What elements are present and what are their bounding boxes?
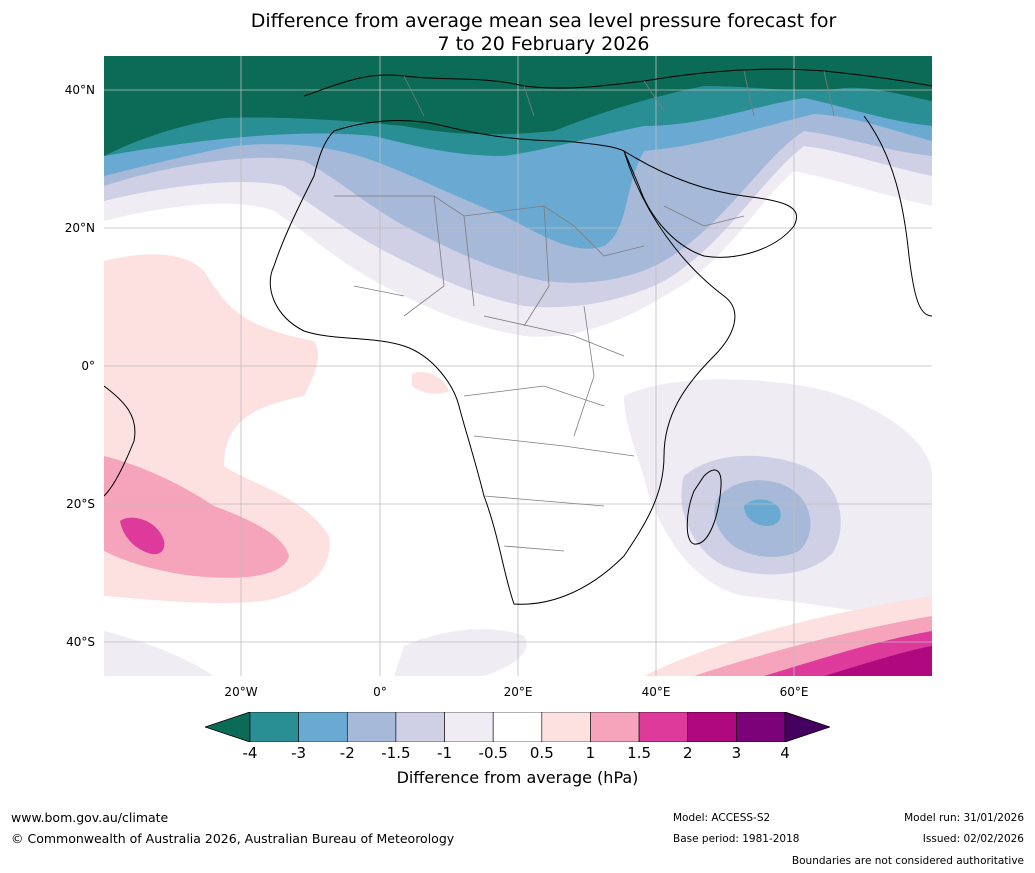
title-line-1: Difference from average mean sea level p… xyxy=(250,10,837,32)
footer-base-period: Base period: 1981-2018 xyxy=(673,833,800,845)
south-america-coastline xyxy=(104,385,136,497)
colorbar-tick-label: 1.5 xyxy=(627,744,652,762)
footer-website[interactable]: www.bom.gov.au/climate xyxy=(11,810,169,825)
map-title: Difference from average mean sea level p… xyxy=(0,10,1035,56)
pressure-anomaly-map xyxy=(104,56,932,676)
footer-copyright: © Commonwealth of Australia 2026, Austra… xyxy=(11,831,455,846)
europe-coastline xyxy=(303,68,932,97)
country-boundaries xyxy=(334,70,835,552)
colorbar-segment xyxy=(395,712,445,742)
africa-coastline xyxy=(269,120,736,605)
atlantic-plus-1.5 xyxy=(120,517,165,555)
colorbar-segment xyxy=(638,712,689,742)
colorbar-tick-label: 2 xyxy=(682,744,693,762)
southern-plus-2 xyxy=(824,646,932,676)
colorbar-tick-label: -4 xyxy=(242,744,258,762)
lon-label-60e: 60°E xyxy=(779,685,809,699)
colorbar-tick-label: 4 xyxy=(780,744,790,762)
lat-label-40s: 40°S xyxy=(66,635,95,649)
footer-boundaries-note: Boundaries are not considered authoritat… xyxy=(791,855,1024,867)
colorbar-segment xyxy=(249,712,299,742)
india-coastline xyxy=(863,115,932,317)
colorbar-tick-label: -0.5 xyxy=(478,744,508,762)
title-line-2: 7 to 20 February 2026 xyxy=(437,33,650,55)
lon-label-20w: 20°W xyxy=(224,685,258,699)
colorbar-label-text: Difference from average (hPa) xyxy=(396,768,639,787)
colorbar-tick-label: 1 xyxy=(585,744,596,762)
colorbar-segment xyxy=(541,712,591,742)
colorbar-tick-label: -2 xyxy=(339,744,355,762)
colorbar-segment xyxy=(298,712,348,742)
colorbar-tick-label: 3 xyxy=(731,744,742,762)
graticule xyxy=(104,56,932,676)
colorbar-segment xyxy=(346,712,397,742)
colorbar xyxy=(205,712,830,742)
lat-label-equator: 0° xyxy=(81,359,95,373)
madagascar-coastline xyxy=(686,469,722,545)
lon-label-40e: 40°E xyxy=(641,685,671,699)
colorbar-segment xyxy=(444,712,494,742)
colorbar-segment xyxy=(736,712,786,742)
colorbar-tick-label: 0.5 xyxy=(529,744,554,762)
lat-label-20n: 20°N xyxy=(64,221,95,235)
colorbar-tick-label: -1 xyxy=(437,744,453,762)
lon-label-20e: 20°E xyxy=(503,685,533,699)
colorbar-tick-label: -1.5 xyxy=(381,744,411,762)
footer-model-run: Model run: 31/01/2026 xyxy=(904,812,1024,824)
colorbar-segment xyxy=(590,712,640,742)
colorbar-label: Difference from average (hPa) xyxy=(0,768,1035,787)
colorbar-segment xyxy=(687,712,737,742)
lat-label-40n: 40°N xyxy=(64,83,95,97)
lat-label-20s: 20°S xyxy=(66,497,95,511)
colorbar-segment xyxy=(492,712,543,742)
lon-label-0: 0° xyxy=(373,685,387,699)
colorbar-extend-high xyxy=(784,712,830,742)
indian-ocean-minus-2 xyxy=(744,499,781,526)
footer-model: Model: ACCESS-S2 xyxy=(673,812,771,824)
footer-issued: Issued: 02/02/2026 xyxy=(922,833,1024,845)
colorbar-extend-low xyxy=(205,712,251,742)
gulf-of-guinea-plus-0.5 xyxy=(412,371,449,394)
arabia-coastline xyxy=(622,149,797,258)
coastlines xyxy=(104,68,932,605)
south-minus-0.5 xyxy=(394,629,527,676)
colorbar-tick-label: -3 xyxy=(291,744,307,762)
